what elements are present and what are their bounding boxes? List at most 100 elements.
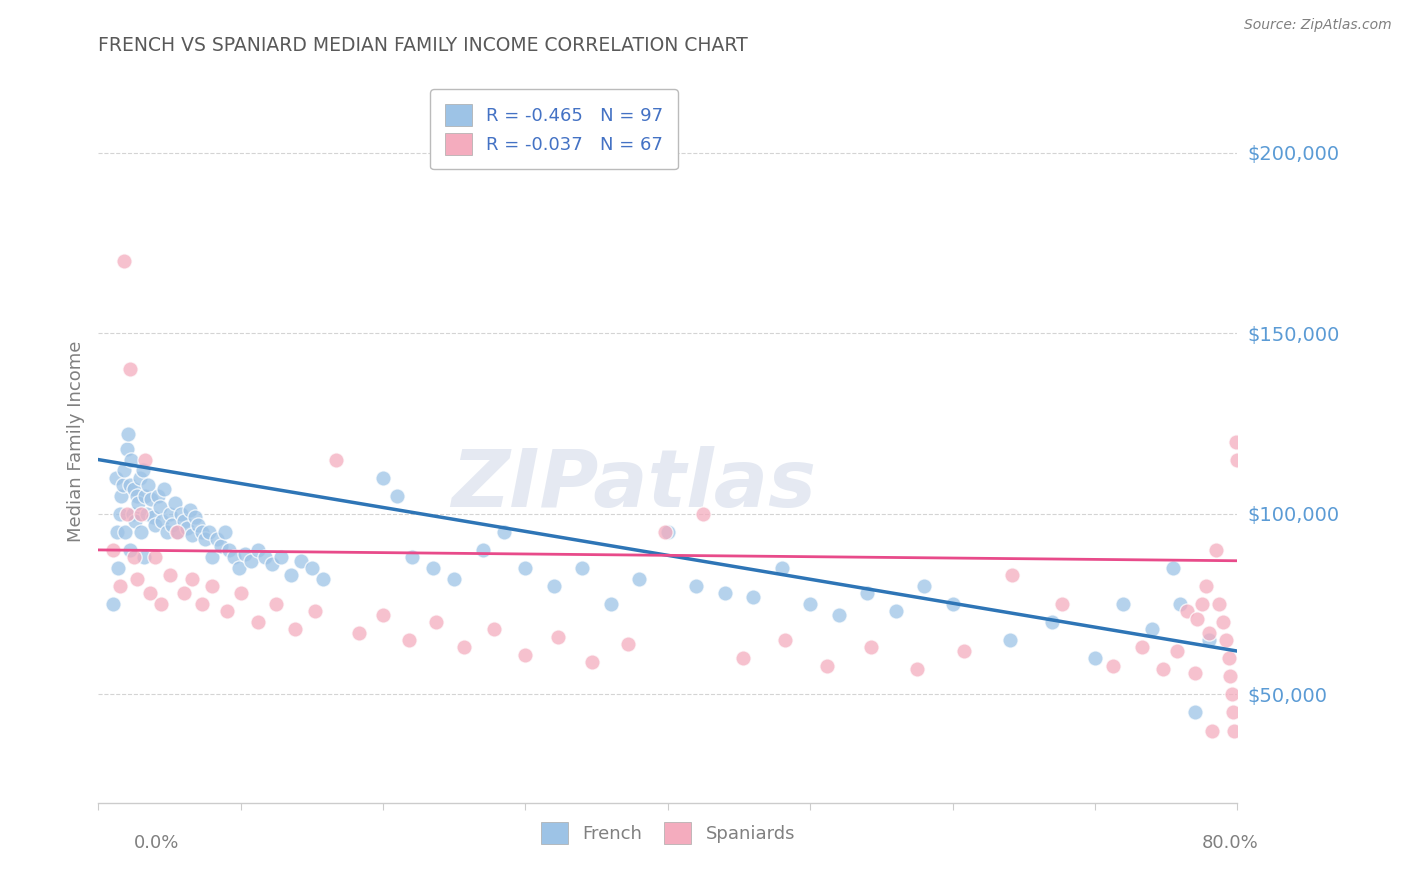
- Point: [471, 542, 494, 557]
- Point: [1112, 597, 1135, 611]
- Point: [205, 532, 228, 546]
- Point: [547, 630, 569, 644]
- Point: [280, 568, 302, 582]
- Point: [828, 607, 851, 622]
- Point: [214, 524, 236, 539]
- Point: [184, 510, 207, 524]
- Point: [290, 554, 312, 568]
- Point: [1102, 658, 1125, 673]
- Point: [112, 253, 135, 268]
- Point: [422, 561, 444, 575]
- Point: [125, 572, 148, 586]
- Point: [132, 550, 155, 565]
- Point: [135, 507, 157, 521]
- Point: [118, 478, 141, 492]
- Point: [1130, 640, 1153, 655]
- Point: [173, 586, 195, 600]
- Point: [111, 478, 134, 492]
- Point: [347, 626, 370, 640]
- Point: [222, 550, 245, 565]
- Point: [112, 463, 135, 477]
- Point: [1184, 665, 1206, 680]
- Point: [1220, 687, 1243, 701]
- Point: [1170, 597, 1192, 611]
- Point: [104, 470, 127, 484]
- Point: [654, 524, 676, 539]
- Point: [733, 651, 755, 665]
- Point: [209, 539, 232, 553]
- Point: [685, 579, 707, 593]
- Point: [156, 524, 179, 539]
- Point: [856, 586, 879, 600]
- Point: [131, 463, 153, 477]
- Point: [145, 550, 167, 565]
- Point: [1187, 611, 1209, 625]
- Point: [1212, 615, 1234, 630]
- Point: [1195, 579, 1218, 593]
- Point: [201, 550, 224, 565]
- Point: [1152, 662, 1174, 676]
- Y-axis label: Median Family Income: Median Family Income: [66, 341, 84, 542]
- Point: [617, 637, 640, 651]
- Point: [159, 507, 181, 521]
- Point: [312, 572, 335, 586]
- Point: [942, 597, 965, 611]
- Point: [159, 568, 181, 582]
- Point: [127, 496, 149, 510]
- Point: [1218, 651, 1240, 665]
- Point: [194, 532, 217, 546]
- Point: [152, 514, 174, 528]
- Point: [905, 662, 928, 676]
- Point: [115, 442, 138, 456]
- Point: [122, 550, 145, 565]
- Point: [246, 542, 269, 557]
- Point: [325, 452, 347, 467]
- Point: [198, 524, 221, 539]
- Point: [482, 623, 505, 637]
- Point: [218, 542, 240, 557]
- Point: [253, 550, 276, 565]
- Text: 0.0%: 0.0%: [134, 834, 179, 852]
- Point: [581, 655, 603, 669]
- Point: [1166, 644, 1188, 658]
- Point: [1191, 597, 1213, 611]
- Point: [148, 489, 170, 503]
- Text: FRENCH VS SPANIARD MEDIAN FAMILY INCOME CORRELATION CHART: FRENCH VS SPANIARD MEDIAN FAMILY INCOME …: [98, 36, 748, 54]
- Point: [173, 514, 195, 528]
- Point: [107, 561, 129, 575]
- Point: [515, 648, 537, 662]
- Point: [860, 640, 883, 655]
- Point: [815, 658, 838, 673]
- Point: [134, 489, 156, 503]
- Point: [145, 517, 167, 532]
- Point: [179, 503, 201, 517]
- Legend: French, Spaniards: French, Spaniards: [534, 815, 801, 852]
- Point: [953, 644, 976, 658]
- Point: [187, 517, 209, 532]
- Point: [1226, 452, 1249, 467]
- Point: [600, 597, 623, 611]
- Point: [191, 524, 214, 539]
- Point: [1184, 706, 1206, 720]
- Point: [799, 597, 821, 611]
- Point: [191, 597, 214, 611]
- Point: [120, 452, 142, 467]
- Point: [165, 496, 187, 510]
- Point: [167, 524, 190, 539]
- Point: [114, 524, 136, 539]
- Point: [453, 640, 475, 655]
- Text: Source: ZipAtlas.com: Source: ZipAtlas.com: [1244, 18, 1392, 32]
- Point: [1050, 597, 1073, 611]
- Point: [1205, 542, 1227, 557]
- Point: [122, 482, 145, 496]
- Point: [129, 507, 152, 521]
- Point: [105, 524, 128, 539]
- Point: [387, 489, 409, 503]
- Point: [233, 547, 256, 561]
- Point: [1215, 633, 1237, 648]
- Point: [884, 604, 907, 618]
- Point: [108, 579, 131, 593]
- Point: [141, 510, 163, 524]
- Point: [1140, 623, 1163, 637]
- Point: [304, 604, 326, 618]
